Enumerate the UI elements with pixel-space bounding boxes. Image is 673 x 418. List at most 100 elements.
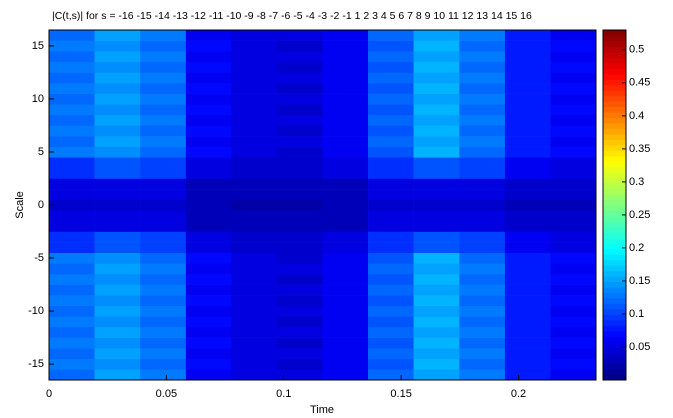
heatmap-cell — [140, 61, 187, 73]
heatmap-cell — [49, 146, 95, 158]
colorbar-tick-label: 0.5 — [629, 44, 644, 56]
colorbar-swatch — [603, 68, 626, 75]
heatmap-cell — [550, 189, 597, 200]
colorbar-tick-label: 0.35 — [629, 143, 650, 155]
heatmap-cell — [550, 305, 597, 317]
heatmap-cell — [550, 348, 597, 360]
heatmap-cell — [276, 167, 323, 179]
heatmap-cell — [231, 146, 278, 158]
heatmap-cell — [413, 273, 460, 285]
heatmap-cell — [231, 210, 278, 222]
heatmap-cell — [368, 104, 414, 116]
colorbar-swatch — [603, 221, 626, 228]
heatmap-cell — [49, 30, 95, 41]
heatmap-cell — [504, 305, 551, 317]
heatmap-cell — [276, 348, 323, 360]
colorbar-swatch — [603, 128, 626, 135]
heatmap-cell — [49, 93, 95, 105]
heatmap-cell — [413, 305, 460, 317]
heatmap-cell — [322, 61, 369, 73]
heatmap-cell — [94, 136, 141, 147]
heatmap-cell — [276, 284, 323, 296]
heatmap-cell — [368, 242, 414, 254]
heatmap-cell — [504, 178, 551, 190]
heatmap-cell — [504, 93, 551, 105]
heatmap-cell — [185, 220, 232, 232]
heatmap-cell — [185, 337, 232, 349]
heatmap-cell — [504, 61, 551, 73]
heatmap-cell — [322, 358, 369, 370]
heatmap-cell — [368, 40, 414, 52]
heatmap-cell — [140, 157, 187, 169]
heatmap-cell — [185, 114, 232, 126]
heatmap-cell — [504, 369, 551, 381]
heatmap-cell — [276, 61, 323, 73]
heatmap-cell — [185, 369, 232, 381]
heatmap-cell — [550, 284, 597, 296]
heatmap-cell — [550, 114, 597, 126]
heatmap-cell — [322, 189, 369, 200]
colorbar-swatch — [603, 243, 626, 250]
heatmap-cell — [459, 358, 506, 370]
heatmap-cell — [413, 358, 460, 370]
heatmap-cell — [368, 189, 414, 200]
heatmap-cell — [413, 178, 460, 190]
heatmap-cell — [550, 199, 597, 211]
heatmap-cell — [368, 93, 414, 105]
y-tick-label: -10 — [28, 305, 44, 317]
heatmap-cell — [322, 263, 369, 275]
heatmap-cell — [185, 284, 232, 296]
heatmap-cell — [49, 40, 95, 52]
heatmap-cell — [413, 51, 460, 63]
heatmap-cell — [94, 30, 141, 41]
x-tick-label: 0.1 — [276, 388, 291, 400]
heatmap-cell — [413, 252, 460, 264]
heatmap-cell — [322, 210, 369, 222]
heatmap-cell — [231, 348, 278, 360]
colorbar-swatch — [603, 319, 626, 326]
heatmap-cell — [94, 61, 141, 73]
heatmap-cell — [140, 210, 187, 222]
heatmap-cell — [185, 358, 232, 370]
heatmap-cell — [231, 337, 278, 349]
colorbar-tick-label: 0.4 — [629, 110, 644, 122]
heatmap-cell — [94, 93, 141, 105]
heatmap-cell — [504, 146, 551, 158]
heatmap-cell — [368, 337, 414, 349]
heatmap-cell — [185, 242, 232, 254]
heatmap-cell — [322, 72, 369, 84]
heatmap-cell — [413, 104, 460, 116]
heatmap-cell — [550, 136, 597, 147]
heatmap-cell — [49, 369, 95, 381]
heatmap-cell — [276, 189, 323, 200]
heatmap-cell — [185, 326, 232, 338]
heatmap-cell — [185, 51, 232, 63]
colorbar-swatch — [603, 287, 626, 293]
heatmap-cell — [276, 358, 323, 370]
colorbar-swatch — [603, 188, 626, 195]
heatmap-cell — [459, 210, 506, 222]
heatmap-cell — [368, 263, 414, 275]
colorbar-swatch — [603, 265, 626, 272]
heatmap-cell — [413, 136, 460, 147]
heatmap-cell — [504, 210, 551, 222]
colorbar-tick-label: 0.2 — [629, 242, 644, 254]
heatmap-cell — [504, 295, 551, 307]
heatmap-cell — [276, 136, 323, 147]
heatmap-cell — [322, 167, 369, 179]
heatmap-cell — [94, 284, 141, 296]
colorbar-tick-label: 0.45 — [629, 77, 650, 89]
heatmap-cell — [504, 157, 551, 169]
heatmap-cell — [504, 358, 551, 370]
heatmap-cell — [413, 40, 460, 52]
heatmap-cell — [504, 220, 551, 232]
heatmap-cell — [459, 104, 506, 116]
heatmap-cell — [276, 114, 323, 126]
heatmap-cell — [140, 273, 187, 285]
heatmap-cell — [140, 167, 187, 179]
colorbar-swatch — [603, 79, 626, 86]
heatmap-cell — [276, 104, 323, 116]
heatmap-cell — [185, 83, 232, 94]
heatmap-cell — [322, 51, 369, 63]
heatmap-cell — [231, 369, 278, 381]
